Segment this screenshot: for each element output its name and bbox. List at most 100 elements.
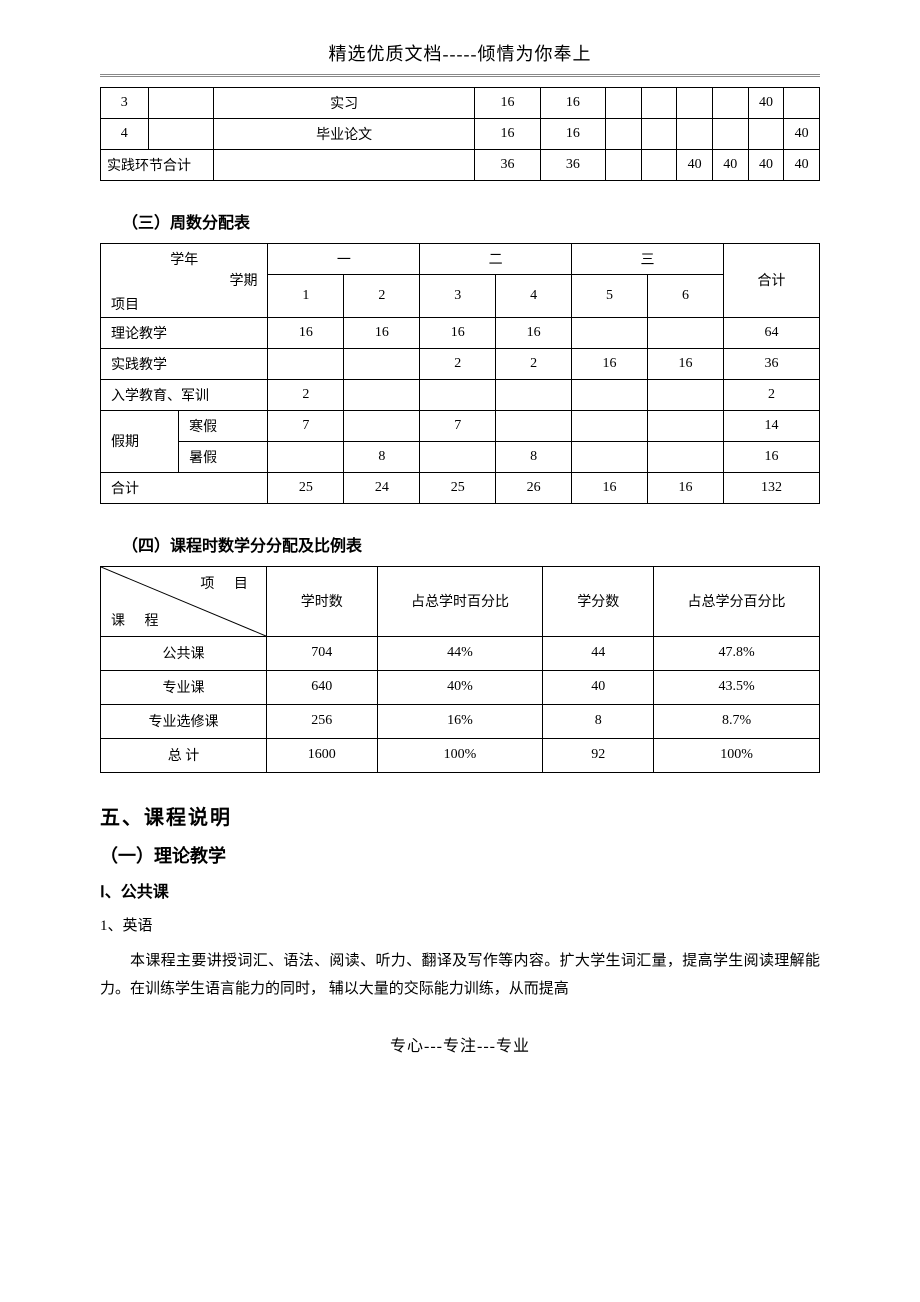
row-label-sum: 合计	[101, 472, 268, 503]
cell: 256	[266, 704, 377, 738]
cell: 44	[543, 636, 654, 670]
cell: 16%	[377, 704, 543, 738]
row-label: 专业选修课	[101, 704, 267, 738]
table-row: 暑假 8 8 16	[101, 441, 820, 472]
cell: 43.5%	[654, 670, 820, 704]
cell-blank	[148, 119, 213, 150]
header-divider	[100, 74, 820, 77]
cell: 8	[543, 704, 654, 738]
cell: 40	[748, 150, 784, 181]
cell: 40	[543, 670, 654, 704]
cell: 2	[496, 348, 572, 379]
row-label: 理论教学	[101, 317, 268, 348]
cell: 132	[723, 472, 819, 503]
row-label: 实践教学	[101, 348, 268, 379]
cell: 704	[266, 636, 377, 670]
cell	[420, 379, 496, 410]
cell-idx: 3	[101, 88, 149, 119]
cell: 2	[268, 379, 344, 410]
col-header: 占总学分百分比	[654, 566, 820, 636]
table-row: 4 毕业论文 16 16 40	[101, 119, 820, 150]
cell: 1600	[266, 738, 377, 772]
cell	[647, 317, 723, 348]
cell: 8	[344, 441, 420, 472]
cell	[641, 119, 677, 150]
cell: 92	[543, 738, 654, 772]
section-heading-3: （三）周数分配表	[122, 209, 820, 233]
heading-level-3: （一）理论教学	[100, 842, 820, 868]
cell: 8.7%	[654, 704, 820, 738]
hdr-total: 合计	[723, 244, 819, 318]
cell: 16	[475, 119, 540, 150]
cell	[496, 410, 572, 441]
hdr-sem-1: 1	[268, 275, 344, 318]
hdr-proj: 项目	[111, 294, 139, 314]
hdr-sem-6: 6	[647, 275, 723, 318]
cell: 14	[723, 410, 819, 441]
row-label: 总 计	[101, 738, 267, 772]
cell: 25	[420, 472, 496, 503]
cell: 16	[475, 88, 540, 119]
row-label: 公共课	[101, 636, 267, 670]
cell: 7	[420, 410, 496, 441]
hdr-sem: 学期	[229, 270, 257, 290]
page-footer: 专心---专注---专业	[100, 1032, 820, 1056]
section-heading-4: （四）课程时数学分分配及比例表	[122, 532, 820, 556]
cell: 2	[420, 348, 496, 379]
cell: 64	[723, 317, 819, 348]
row-label: 入学教育、军训	[101, 379, 268, 410]
cell-sum-label: 实践环节合计	[101, 150, 214, 181]
table-row: 理论教学 16 16 16 16 64	[101, 317, 820, 348]
cell: 100%	[654, 738, 820, 772]
table-row: 假期 寒假 7 7 14	[101, 410, 820, 441]
cell: 16	[540, 88, 605, 119]
table-row: 实践教学 2 2 16 16 36	[101, 348, 820, 379]
cell: 40	[677, 150, 713, 181]
cell: 36	[540, 150, 605, 181]
cell: 26	[496, 472, 572, 503]
hdr-sem-3: 3	[420, 275, 496, 318]
cell: 16	[647, 472, 723, 503]
cell	[712, 119, 748, 150]
table-row-sum: 合计 25 24 25 26 16 16 132	[101, 472, 820, 503]
cell: 40	[748, 88, 784, 119]
cell	[344, 348, 420, 379]
diagonal-header: 项 目 课 程	[101, 566, 267, 636]
table-header-row2: 学期 项目 1 2 3 4 5 6	[101, 275, 820, 318]
cell: 40	[784, 150, 820, 181]
cell	[572, 410, 648, 441]
cell-name: 实习	[213, 88, 474, 119]
cell: 40	[712, 150, 748, 181]
body-paragraph: 本课程主要讲授词汇、语法、阅读、听力、翻译及写作等内容。扩大学生词汇量，提高学生…	[100, 947, 820, 1004]
row-sublabel: 暑假	[179, 441, 268, 472]
cell: 640	[266, 670, 377, 704]
cell: 25	[268, 472, 344, 503]
cell: 16	[723, 441, 819, 472]
table-header-row: 学年 一 二 三 合计	[101, 244, 820, 275]
cell: 16	[647, 348, 723, 379]
cell	[268, 441, 344, 472]
diag-top-label: 项 目	[200, 573, 256, 593]
cell	[647, 441, 723, 472]
list-number: 1、英语	[100, 914, 820, 935]
heading-level-4: Ⅰ、公共课	[100, 878, 820, 902]
cell	[641, 150, 677, 181]
cell	[344, 410, 420, 441]
table-row: 入学教育、军训 2 2	[101, 379, 820, 410]
table-row: 3 实习 16 16 40	[101, 88, 820, 119]
cell: 36	[475, 150, 540, 181]
cell: 44%	[377, 636, 543, 670]
cell: 100%	[377, 738, 543, 772]
cell: 16	[540, 119, 605, 150]
col-header: 学时数	[266, 566, 377, 636]
cell	[677, 119, 713, 150]
table-row: 专业选修课 256 16% 8 8.7%	[101, 704, 820, 738]
heading-level-2: 五、课程说明	[100, 801, 820, 830]
cell	[641, 88, 677, 119]
diag-bot-label: 课 程	[111, 610, 167, 630]
hdr-year-1: 一	[268, 244, 420, 275]
cell	[268, 348, 344, 379]
cell: 16	[572, 472, 648, 503]
cell: 2	[723, 379, 819, 410]
hdr-year-2: 二	[420, 244, 572, 275]
